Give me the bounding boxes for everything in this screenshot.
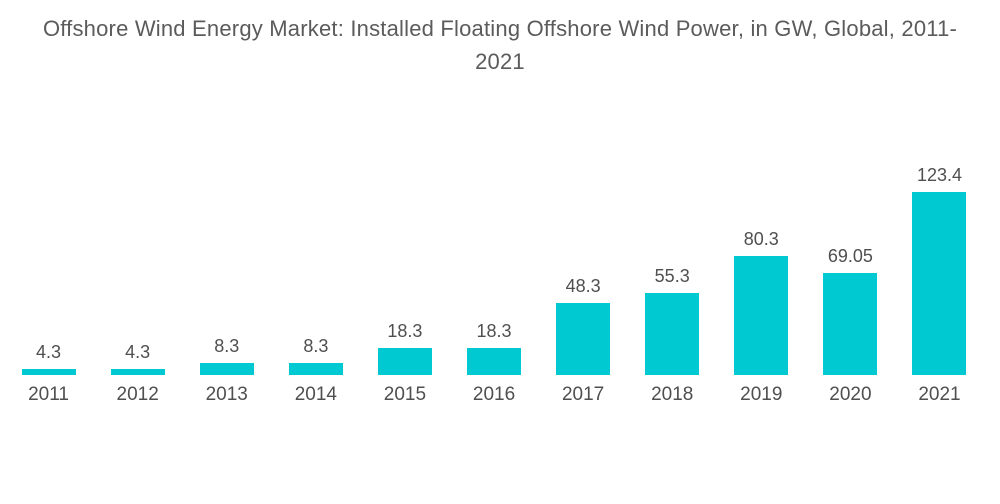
bar-value-label: 18.3 (476, 320, 512, 341)
bar[interactable] (199, 362, 254, 375)
bar-value-label: 69.05 (827, 245, 873, 266)
x-axis-label: 2020 (829, 384, 872, 405)
bar-value-label: 4.3 (125, 341, 151, 362)
bar[interactable] (823, 272, 878, 375)
bar-chart: 4.3 2011 4.3 2012 8.3 2013 8.3 2014 18.3 2015 18.3… (4, 85, 984, 407)
bar-column: 80.3 2019 (717, 85, 806, 407)
bar[interactable] (377, 347, 432, 375)
x-axis-label: 2021 (918, 384, 961, 405)
bar[interactable] (556, 303, 611, 375)
bar[interactable] (21, 368, 76, 375)
bar-column: 4.3 2012 (93, 85, 182, 407)
bar[interactable] (110, 368, 165, 375)
chart-title: Offshore Wind Energy Market: Installed F… (42, 16, 958, 74)
x-axis-label: 2015 (383, 384, 427, 405)
bar-value-label: 55.3 (654, 266, 690, 286)
bar[interactable] (645, 293, 700, 375)
bar[interactable] (734, 255, 789, 375)
x-axis-label: 2019 (740, 384, 783, 405)
bar-value-label: 18.3 (387, 320, 423, 341)
bar-column: 69.05 2020 (806, 85, 895, 407)
bar-value-label: 80.3 (743, 228, 779, 249)
x-axis-label: 2013 (205, 384, 248, 405)
x-axis-label: 2012 (116, 384, 159, 405)
bar-value-label: 8.3 (214, 335, 240, 356)
x-axis-label: 2011 (28, 384, 69, 405)
bar-value-label: 123.4 (916, 165, 962, 185)
x-axis-label: 2016 (472, 384, 516, 405)
bar-column: 8.3 2013 (182, 85, 271, 407)
bar-value-label: 48.3 (565, 276, 601, 297)
bar-column: 55.3 2018 (628, 85, 717, 407)
bar[interactable] (288, 362, 343, 375)
bar-column: 18.3 2016 (449, 85, 538, 407)
x-axis-label: 2017 (561, 384, 605, 405)
bar[interactable] (912, 192, 967, 375)
bar-value-label: 8.3 (303, 335, 329, 356)
bar-column: 48.3 2017 (539, 85, 628, 407)
bar-value-label: 4.3 (36, 341, 62, 362)
x-axis-label: 2014 (294, 384, 337, 405)
bar-column: 8.3 2014 (271, 85, 360, 407)
bar-column: 123.4 2021 (895, 85, 984, 407)
bar[interactable] (467, 347, 522, 375)
x-axis-label: 2018 (651, 384, 694, 405)
bar-column: 4.3 2011 (4, 85, 93, 407)
bar-column: 18.3 2015 (360, 85, 449, 407)
